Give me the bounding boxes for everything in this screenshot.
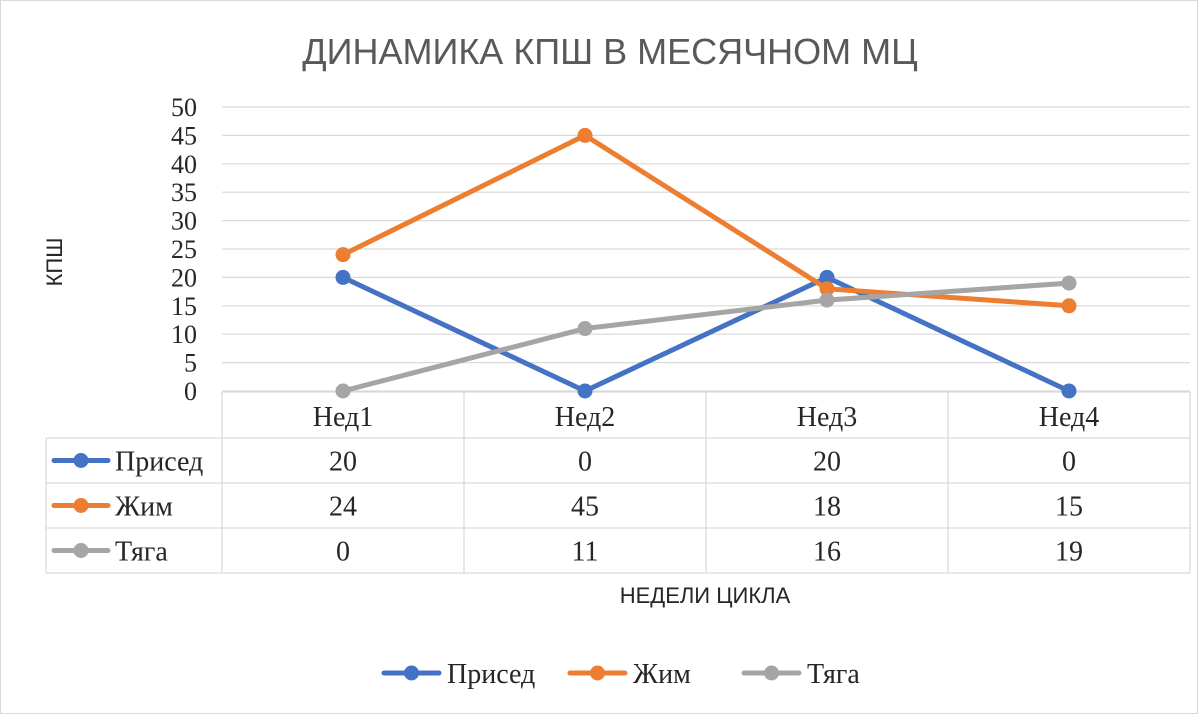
data-point (577, 383, 593, 399)
data-point (335, 383, 351, 399)
legend-key-marker (404, 665, 419, 681)
data-table: Нед1 Нед2 Нед3 Нед4 Присед 20 0 20 0 Жим 24 45 18 15 Т… (45, 391, 1191, 574)
y-axis-title: КПШ (42, 238, 67, 287)
table-value-cell: 20 (813, 447, 841, 478)
gridlines (222, 106, 1190, 392)
table-value-cell: 15 (1055, 492, 1083, 523)
y-tick-label: 25 (171, 235, 197, 264)
table-value-cell: 0 (336, 537, 350, 568)
data-point (335, 247, 351, 263)
table-series-name: Тяга (115, 537, 168, 568)
table-value-cell: 45 (571, 492, 599, 523)
table-value-cell: 0 (1062, 447, 1076, 478)
table-legend-key-marker (73, 498, 89, 513)
data-point (577, 127, 593, 143)
table-value-cell: 11 (572, 537, 599, 568)
table-value-cell: 19 (1055, 537, 1083, 568)
series-line (340, 280, 1072, 394)
legend-key-marker (764, 665, 779, 681)
table-value-cell: 18 (813, 492, 841, 523)
chart-title: ДИНАМИКА КПШ В МЕСЯЧНОМ МЦ (302, 31, 918, 72)
x-category-label: Нед1 (313, 402, 374, 433)
table-value-cell: 24 (329, 492, 357, 523)
table-legend-key-marker (73, 453, 89, 468)
y-tick-label: 10 (171, 320, 197, 349)
y-tick-label: 5 (184, 349, 197, 378)
x-category-label: Нед4 (1039, 402, 1100, 433)
y-tick-label: 0 (184, 377, 197, 406)
legend: Присед Жим Тяга (381, 659, 860, 690)
y-tick-label: 30 (171, 207, 197, 236)
series-line (340, 132, 1072, 309)
y-tick-label: 50 (171, 93, 197, 122)
table-value-cell: 0 (578, 447, 592, 478)
data-point (1061, 275, 1077, 291)
series-lines (335, 127, 1077, 399)
data-point (577, 321, 593, 337)
y-tick-label: 45 (171, 121, 197, 150)
table-legend-key-marker (73, 543, 89, 558)
table-value-cell: 20 (329, 447, 357, 478)
x-category-label: Нед2 (555, 402, 616, 433)
table-series-name: Присед (115, 447, 203, 478)
legend-entry: Тяга (807, 659, 860, 690)
legend-entry: Присед (447, 659, 535, 690)
x-category-label: Нед3 (797, 402, 858, 433)
series-line (340, 274, 1072, 394)
x-axis-title: НЕДЕЛИ ЦИКЛА (620, 583, 791, 608)
table-series-name: Жим (115, 492, 173, 523)
data-point (1061, 383, 1077, 399)
data-point (1061, 298, 1077, 314)
data-point (819, 269, 835, 285)
table-value-cell: 16 (813, 537, 841, 568)
data-point (819, 292, 835, 308)
data-point (335, 269, 351, 285)
legend-entry: Жим (633, 659, 691, 690)
data-point (819, 281, 835, 297)
y-tick-label: 35 (171, 178, 197, 207)
y-tick-label: 15 (171, 292, 197, 321)
y-tick-label: 20 (171, 263, 197, 292)
legend-key-marker (590, 665, 605, 681)
y-tick-label: 40 (171, 150, 197, 179)
